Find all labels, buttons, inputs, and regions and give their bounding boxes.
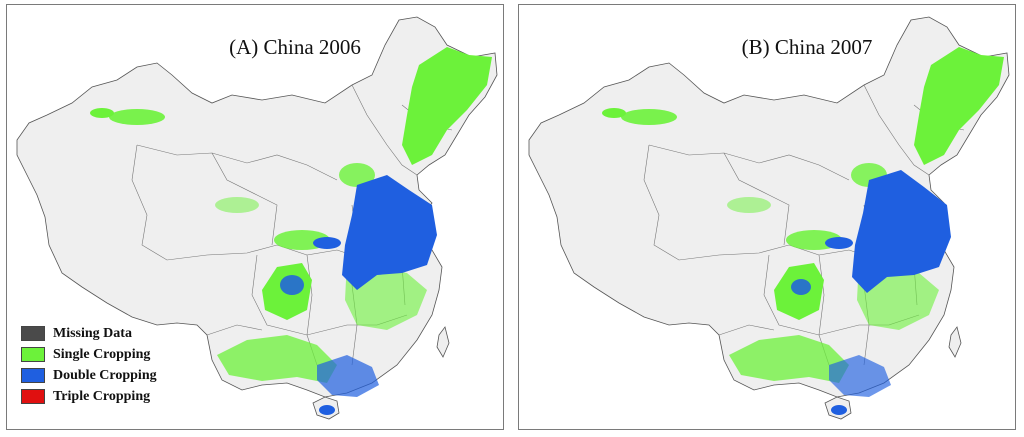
map-panel-2006: (A) China 2006 Missing Data Single Cropp…: [6, 4, 504, 430]
china-map-2007: [528, 16, 1010, 420]
panel-title: (A) China 2006: [229, 35, 361, 59]
legend-label: Single Cropping: [53, 346, 151, 362]
legend-item-missing-data: Missing Data: [21, 323, 157, 344]
legend-swatch: [21, 347, 45, 362]
legend-swatch: [21, 389, 45, 404]
single-cropping-area: [602, 47, 1004, 383]
legend-item-double-cropping: Double Cropping: [21, 365, 157, 386]
legend-label: Missing Data: [53, 325, 132, 341]
legend-swatch: [21, 368, 45, 383]
map-legend: Missing Data Single Cropping Double Crop…: [21, 323, 157, 407]
legend-item-triple-cropping: Triple Cropping: [21, 386, 157, 407]
legend-item-single-cropping: Single Cropping: [21, 344, 157, 365]
legend-label: Triple Cropping: [53, 388, 151, 404]
map-panel-2007: (B) China 2007: [518, 4, 1016, 430]
china-map-2006: [16, 16, 498, 420]
double-cropping-area: [280, 175, 437, 415]
panel-title: (B) China 2007: [741, 35, 873, 59]
legend-swatch: [21, 326, 45, 341]
double-cropping-area: [791, 170, 951, 415]
legend-label: Double Cropping: [53, 367, 157, 383]
